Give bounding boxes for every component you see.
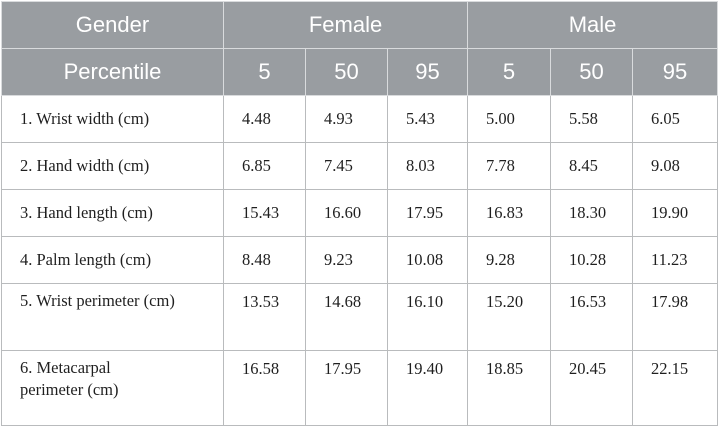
table-row: 6. Metacarpal perimeter (cm) 16.58 17.95… xyxy=(1,350,718,426)
header-group-male: Male xyxy=(467,1,718,49)
cell-value: 17.95 xyxy=(305,350,388,426)
row-label: 4. Palm length (cm) xyxy=(1,236,224,284)
row-label-text: 6. Metacarpal perimeter (cm) xyxy=(20,358,119,399)
cell-value: 5.43 xyxy=(386,95,469,143)
cell-value: 4.48 xyxy=(223,95,306,143)
cell-value: 10.28 xyxy=(550,236,634,284)
cell-value: 16.58 xyxy=(223,350,306,426)
header-female-p50: 50 xyxy=(305,48,388,96)
cell-value: 18.30 xyxy=(550,189,634,237)
header-group-female: Female xyxy=(222,1,469,49)
header-male-p95: 95 xyxy=(632,48,718,96)
cell-value: 13.53 xyxy=(223,283,306,351)
header-male-p50: 50 xyxy=(550,48,634,96)
cell-value: 16.10 xyxy=(386,283,469,351)
table-header: Gender Female Male Percentile 5 50 95 5 … xyxy=(1,1,718,96)
row-label: 3. Hand length (cm) xyxy=(1,189,224,237)
cell-value: 17.98 xyxy=(632,283,718,351)
row-label: 6. Metacarpal perimeter (cm) xyxy=(1,350,224,426)
header-female-p95: 95 xyxy=(386,48,469,96)
cell-value: 9.28 xyxy=(467,236,552,284)
cell-value: 19.90 xyxy=(632,189,718,237)
cell-value: 6.85 xyxy=(223,142,306,190)
cell-value: 7.78 xyxy=(467,142,552,190)
cell-value: 16.53 xyxy=(550,283,634,351)
header-female-p5: 5 xyxy=(223,48,306,96)
table-row: 3. Hand length (cm) 15.43 16.60 17.95 16… xyxy=(1,189,718,237)
cell-value: 20.45 xyxy=(550,350,634,426)
cell-value: 15.43 xyxy=(223,189,306,237)
header-gender-label: Gender xyxy=(1,1,224,49)
table-row: 1. Wrist width (cm) 4.48 4.93 5.43 5.00 … xyxy=(1,95,718,143)
header-percentile-label: Percentile xyxy=(1,48,224,96)
table-body: 1. Wrist width (cm) 4.48 4.93 5.43 5.00 … xyxy=(1,95,718,426)
row-label: 5. Wrist perimeter (cm) xyxy=(1,283,224,351)
table-row: 4. Palm length (cm) 8.48 9.23 10.08 9.28… xyxy=(1,236,718,284)
header-row-gender: Gender Female Male xyxy=(1,1,718,49)
cell-value: 16.83 xyxy=(467,189,552,237)
header-male-p5: 5 xyxy=(467,48,552,96)
row-label-text: 5. Wrist perimeter (cm) xyxy=(20,291,175,310)
cell-value: 14.68 xyxy=(305,283,388,351)
cell-value: 10.08 xyxy=(386,236,469,284)
cell-value: 8.03 xyxy=(386,142,469,190)
cell-value: 9.23 xyxy=(305,236,388,284)
cell-value: 8.45 xyxy=(550,142,634,190)
cell-value: 15.20 xyxy=(467,283,552,351)
cell-value: 17.95 xyxy=(386,189,469,237)
header-row-percentile: Percentile 5 50 95 5 50 95 xyxy=(1,48,718,96)
row-label: 1. Wrist width (cm) xyxy=(1,95,224,143)
cell-value: 18.85 xyxy=(467,350,552,426)
cell-value: 8.48 xyxy=(223,236,306,284)
cell-value: 22.15 xyxy=(632,350,718,426)
cell-value: 11.23 xyxy=(632,236,718,284)
cell-value: 6.05 xyxy=(632,95,718,143)
cell-value: 5.58 xyxy=(550,95,634,143)
table-row: 5. Wrist perimeter (cm) 13.53 14.68 16.1… xyxy=(1,283,718,351)
cell-value: 16.60 xyxy=(305,189,388,237)
cell-value: 4.93 xyxy=(305,95,388,143)
cell-value: 9.08 xyxy=(632,142,718,190)
cell-value: 5.00 xyxy=(467,95,552,143)
table-row: 2. Hand width (cm) 6.85 7.45 8.03 7.78 8… xyxy=(1,142,718,190)
row-label: 2. Hand width (cm) xyxy=(1,142,224,190)
cell-value: 19.40 xyxy=(386,350,469,426)
cell-value: 7.45 xyxy=(305,142,388,190)
